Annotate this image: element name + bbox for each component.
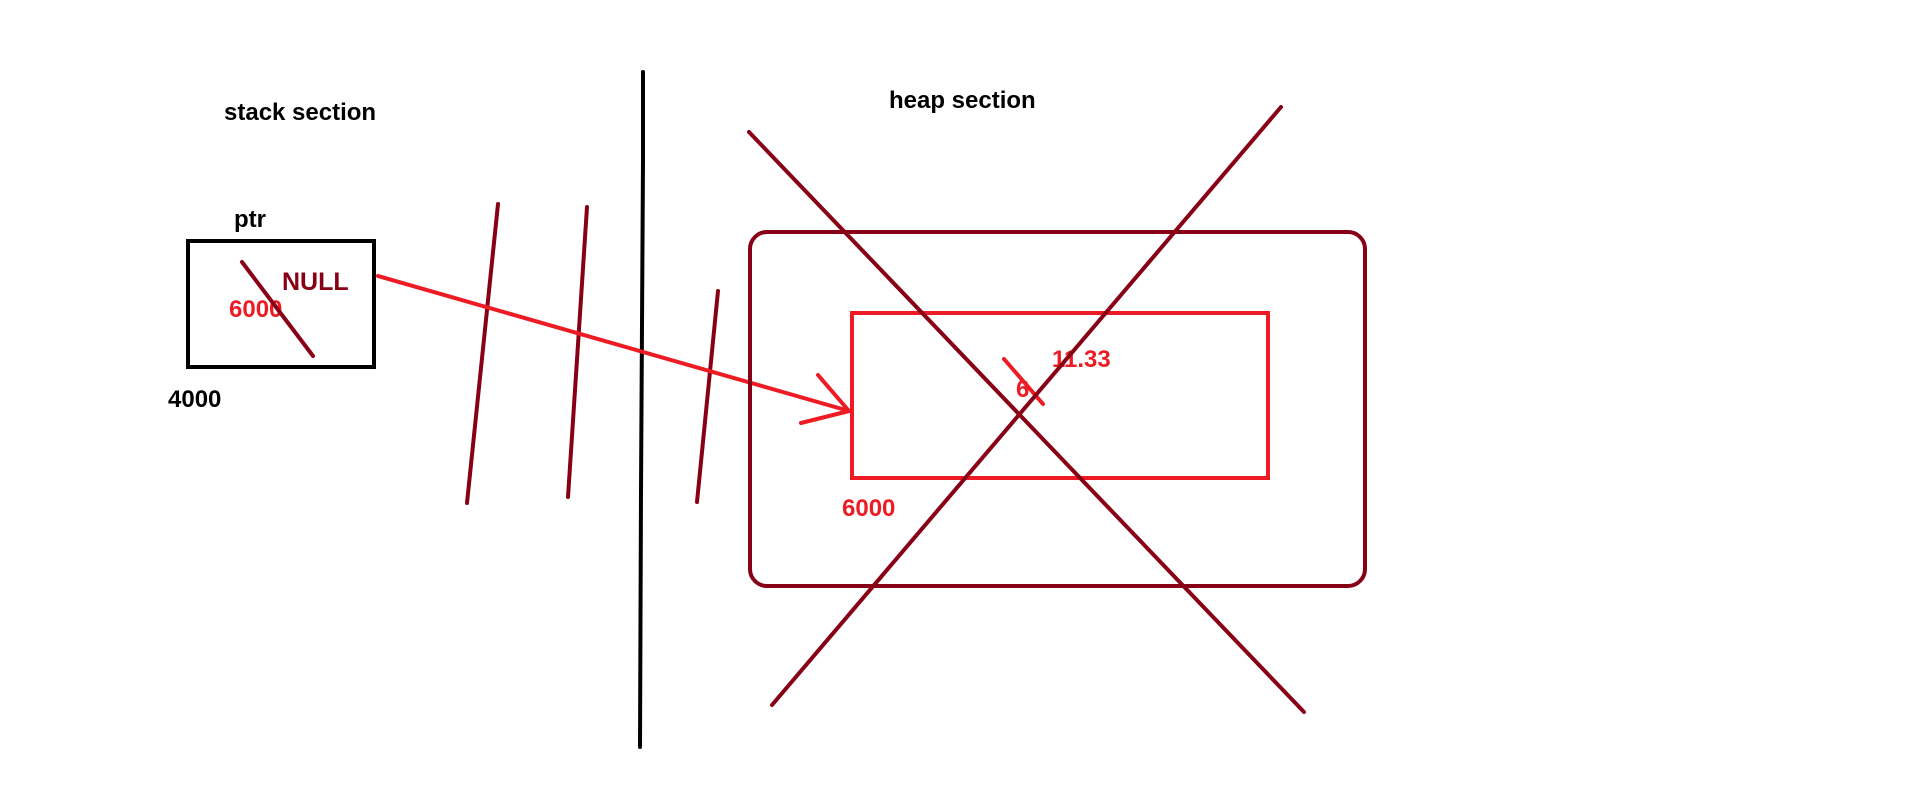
- heap-value-box: [850, 311, 1270, 480]
- section-divider: [638, 70, 645, 749]
- old-pointer-value: 6000: [229, 296, 282, 323]
- cut-stroke-1: [465, 202, 500, 505]
- heap-address-label: 6000: [842, 495, 895, 522]
- old-pointer-strike: [240, 260, 315, 358]
- cut-stroke-3: [695, 289, 720, 504]
- null-value: NULL: [282, 268, 349, 296]
- cut-stroke-2: [566, 205, 589, 499]
- pointer-arrowhead: [799, 373, 851, 425]
- freed-cross-line-2: [770, 105, 1283, 707]
- freed-cross-line-1: [747, 130, 1306, 714]
- ptr-box: [186, 239, 376, 369]
- ptr-label: ptr: [234, 206, 266, 233]
- new-value: 11.33: [1052, 346, 1111, 373]
- stack-address-label: 4000: [168, 386, 221, 413]
- heap-block: [748, 230, 1367, 588]
- pointer-arrow-line: [376, 274, 851, 413]
- heap-section-label: heap section: [889, 87, 1036, 114]
- stack-section-label: stack section: [224, 99, 376, 126]
